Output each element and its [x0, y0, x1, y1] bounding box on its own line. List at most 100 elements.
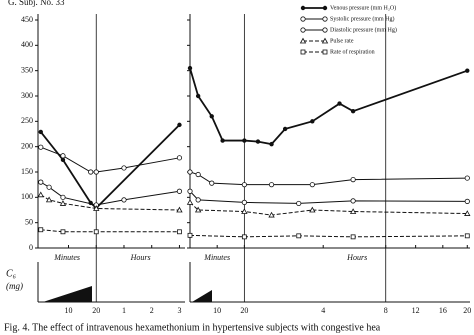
marker — [322, 27, 328, 33]
marker — [464, 175, 470, 181]
marker — [93, 205, 100, 211]
marker — [195, 93, 201, 99]
legend-label: Diastolic pressure (mm Hg) — [330, 26, 397, 33]
marker — [176, 206, 183, 213]
marker — [268, 182, 275, 188]
marker — [282, 126, 288, 132]
marker — [187, 169, 193, 175]
marker — [309, 206, 316, 213]
panel-title: G. Subj. No. 33 — [8, 0, 65, 7]
marker — [60, 229, 66, 235]
y-tick-label: 0 — [29, 243, 33, 252]
marker — [350, 108, 356, 114]
marker — [187, 232, 193, 238]
y-tick-label: 300 — [21, 91, 33, 100]
x-tick-label: 20 — [463, 306, 471, 315]
marker — [177, 229, 182, 235]
legend-label: Pulse rate — [330, 38, 354, 44]
legend-label: Systolic pressure (mm Hg) — [330, 15, 395, 22]
marker — [187, 188, 193, 194]
c6-unit: (mg) — [6, 281, 23, 291]
caption: Fig. 4. The effect of intravenous hexame… — [4, 322, 381, 333]
marker — [322, 49, 328, 55]
series-line — [189, 67, 468, 146]
series-line — [189, 202, 468, 216]
section-label: Hours — [346, 253, 367, 262]
marker — [45, 196, 53, 203]
marker — [309, 182, 315, 188]
marker — [176, 188, 183, 194]
marker — [177, 122, 182, 128]
marker — [464, 210, 471, 216]
marker — [300, 27, 306, 33]
marker — [321, 37, 329, 44]
legend-label: Venous pressure (mm H₂O) — [330, 4, 396, 11]
x-tick-label: 16 — [439, 306, 447, 315]
marker — [220, 138, 225, 143]
marker — [37, 191, 44, 198]
series-line — [189, 171, 468, 186]
marker — [464, 198, 470, 204]
marker — [300, 16, 306, 22]
x-tick-label: 20 — [240, 306, 248, 315]
series-line — [40, 146, 180, 173]
marker — [209, 114, 214, 119]
marker — [88, 169, 94, 175]
marker — [93, 229, 99, 235]
marker — [60, 157, 66, 163]
y-tick-label: 450 — [21, 15, 33, 24]
marker — [121, 197, 127, 203]
marker — [194, 206, 202, 213]
marker — [299, 37, 307, 44]
marker — [310, 119, 315, 124]
x-tick-label: 3 — [177, 306, 181, 315]
marker — [38, 129, 43, 135]
y-tick-label: 100 — [21, 192, 33, 201]
marker — [296, 200, 302, 207]
marker — [209, 180, 215, 186]
marker — [268, 211, 275, 218]
x-tick-label: 1 — [122, 306, 126, 315]
marker — [296, 233, 302, 239]
c6-label: C₆ — [6, 268, 17, 279]
section-label: Minutes — [203, 253, 230, 262]
y-tick-label: 250 — [21, 116, 33, 125]
marker — [350, 177, 356, 183]
marker — [241, 234, 247, 240]
y-tick-label: 200 — [21, 141, 33, 150]
marker — [350, 234, 356, 240]
marker — [176, 155, 183, 161]
marker — [59, 200, 67, 206]
x-tick-label: 8 — [384, 306, 388, 315]
marker — [465, 68, 470, 73]
x-tick-label: 10 — [213, 306, 221, 315]
marker — [242, 138, 247, 143]
marker — [187, 65, 193, 71]
marker — [241, 208, 248, 214]
y-tick-label: 150 — [21, 167, 33, 176]
marker — [350, 198, 356, 204]
marker — [269, 141, 274, 147]
marker — [322, 16, 328, 22]
series-line — [189, 190, 468, 204]
section-label: Minutes — [53, 253, 80, 262]
marker — [38, 144, 44, 150]
series-line — [40, 229, 180, 233]
x-tick-label: 10 — [65, 306, 73, 315]
marker — [186, 199, 194, 205]
marker — [46, 184, 52, 190]
marker — [60, 194, 66, 200]
marker — [300, 5, 306, 11]
marker — [195, 171, 201, 178]
legend-label: Rate of respiration — [330, 48, 375, 55]
marker — [121, 165, 127, 171]
c6-dose — [192, 290, 212, 302]
marker — [464, 233, 470, 239]
y-tick-label: 350 — [21, 65, 33, 74]
marker — [241, 199, 247, 205]
marker — [195, 197, 201, 203]
y-tick-label: 400 — [21, 40, 33, 49]
marker — [38, 179, 44, 185]
x-tick-label: 12 — [412, 306, 420, 315]
